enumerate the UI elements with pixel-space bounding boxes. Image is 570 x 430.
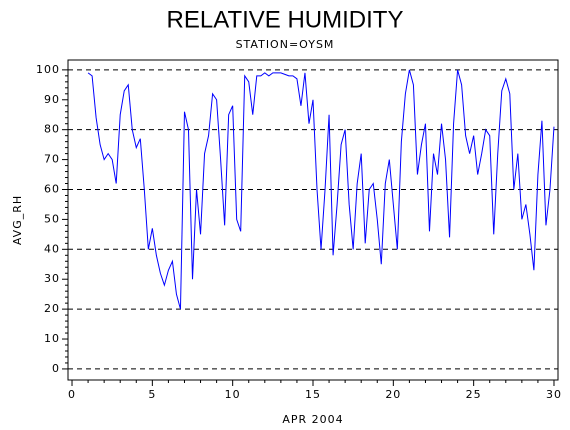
y-tick-label: 30 [44, 272, 60, 285]
y-tick-label: 100 [36, 63, 60, 76]
x-tick-label: 0 [68, 388, 76, 401]
y-tick-label: 40 [44, 242, 60, 255]
y-tick-label: 10 [44, 332, 60, 345]
x-tick-label: 20 [385, 388, 401, 401]
x-tick-label: 5 [148, 388, 156, 401]
chart-title: RELATIVE HUMIDITY [167, 6, 404, 33]
x-tick-label: 10 [225, 388, 241, 401]
x-axis-label: APR 2004 [282, 413, 343, 426]
x-tick-label: 30 [546, 388, 562, 401]
y-tick-label: 0 [52, 362, 60, 375]
y-tick-label: 70 [44, 153, 60, 166]
y-axis-label: AVG_RH [11, 195, 24, 245]
y-tick-label: 50 [44, 212, 60, 225]
chart-subtitle: STATION=OYSM [236, 38, 335, 51]
x-tick-label: 15 [305, 388, 321, 401]
x-tick-label: 25 [466, 388, 482, 401]
y-tick-label: 80 [44, 123, 60, 136]
y-tick-label: 60 [44, 182, 60, 195]
y-tick-label: 90 [44, 93, 60, 106]
y-tick-label: 20 [44, 302, 60, 315]
data-line [87, 69, 555, 310]
